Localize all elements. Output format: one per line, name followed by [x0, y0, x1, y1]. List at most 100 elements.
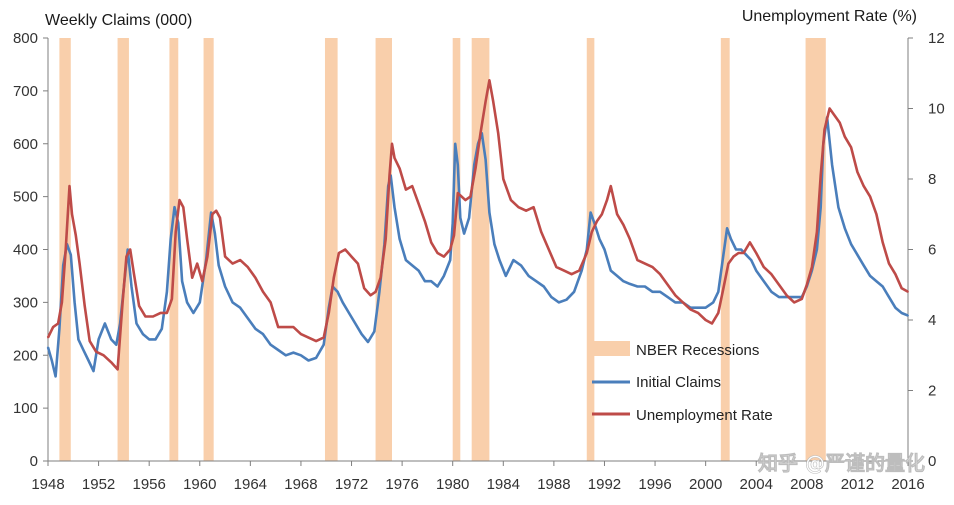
unemployment-rate-point [138, 305, 141, 307]
unemployment-rate-point [819, 174, 822, 177]
initial-claims-point [468, 216, 470, 219]
unemployment-rate-point [350, 255, 353, 258]
unemployment-rate-point [770, 273, 773, 276]
unemployment-rate-point [488, 79, 491, 82]
initial-claims-point [843, 227, 846, 230]
y-right-tick-label: 4 [928, 312, 936, 329]
initial-claims-point [417, 269, 420, 272]
unemployment-rate-point [563, 269, 565, 272]
initial-claims-point [92, 370, 95, 372]
unemployment-rate-point [484, 100, 487, 103]
y-left-tick-label: 800 [13, 30, 38, 47]
unemployment-rate-point [144, 315, 147, 318]
recession-band-7 [471, 38, 490, 461]
unemployment-rate-point [492, 100, 495, 103]
initial-claims-point [907, 314, 909, 317]
unemployment-rate-point [417, 202, 420, 205]
unemployment-rate-point [224, 255, 227, 258]
unemployment-rate-line [46, 79, 909, 371]
unemployment-rate-point [875, 213, 878, 216]
initial-claims-point [378, 290, 381, 293]
unemployment-rate-point [704, 319, 707, 321]
unemployment-rate-point [497, 132, 500, 135]
y-left-tick-label: 0 [30, 453, 38, 470]
unemployment-rate-point [262, 290, 264, 293]
initial-claims-point [47, 346, 49, 349]
initial-claims-point [862, 264, 865, 267]
initial-claims-point [598, 238, 601, 240]
initial-claims-point [674, 301, 677, 304]
initial-claims-point [411, 264, 414, 267]
x-tick-label: 2016 [891, 476, 924, 493]
unemployment-rate-point [862, 185, 865, 188]
initial-claims-point [217, 264, 220, 267]
unemployment-rate-point [800, 298, 803, 300]
initial-claims-point [148, 338, 151, 341]
unemployment-rate-point [823, 128, 826, 131]
unemployment-rate-point [277, 326, 280, 328]
x-tick-label: 1964 [234, 476, 267, 493]
unemployment-rate-point [52, 326, 54, 328]
unemployment-rate-point [843, 135, 846, 138]
unemployment-rate-point [424, 220, 426, 223]
unemployment-rate-point [651, 266, 654, 268]
unemployment-rate-point [762, 266, 765, 268]
initial-claims-point [512, 259, 515, 261]
x-tick-label: 2000 [689, 476, 722, 493]
x-tick-label: 1960 [183, 476, 216, 493]
unemployment-rate-point [601, 213, 603, 216]
initial-claims-point [542, 285, 545, 288]
initial-claims-point [869, 275, 871, 277]
initial-claims-point [565, 298, 568, 301]
y-left-tick-label: 200 [13, 347, 38, 364]
unemployment-rate-point [689, 308, 692, 311]
unemployment-rate-point [391, 142, 393, 145]
unemployment-rate-point [609, 185, 612, 188]
initial-claims-point [186, 301, 189, 304]
unemployment-rate-point [453, 234, 455, 237]
initial-claims-point [831, 164, 833, 166]
initial-claims-point [73, 301, 76, 304]
tick-labels: 1948 1952 1956 1960 1964 1968 1972 1976 1980 1984… [13, 30, 945, 493]
unemployment-rate-point [785, 294, 788, 297]
unemployment-rate-point [449, 248, 452, 251]
initial-claims-point [82, 349, 85, 351]
unemployment-rate-point [596, 220, 598, 223]
unemployment-rate-point [182, 206, 185, 209]
unemployment-rate-point [811, 266, 813, 268]
unemployment-rate-point [110, 361, 113, 364]
unemployment-rate-point [430, 241, 433, 244]
initial-claims-point [97, 338, 100, 341]
unemployment-rate-point [332, 276, 335, 279]
unemployment-rate-point [888, 262, 890, 265]
unemployment-rate-point [711, 322, 713, 325]
unemployment-rate-point [793, 301, 796, 304]
initial-claims-point [231, 301, 234, 304]
unemployment-rate-point [727, 262, 730, 265]
unemployment-rate-point [95, 350, 97, 353]
initial-claims-point [239, 306, 242, 309]
unemployment-rate-point [585, 252, 588, 254]
unemployment-rate-point [166, 312, 168, 314]
unemployment-rate-point [517, 206, 520, 209]
initial-claims-point [135, 322, 138, 325]
unemployment-rate-point [231, 262, 234, 265]
initial-claims-point [550, 296, 553, 298]
x-tick-label: 2008 [790, 476, 823, 493]
initial-claims-point [527, 275, 530, 277]
unemployment-rate-point [398, 167, 401, 170]
initial-claims-point [393, 206, 396, 209]
initial-claims-point [115, 343, 118, 346]
initial-claims-point [354, 322, 357, 325]
unemployment-rate-point [555, 266, 558, 268]
unemployment-rate-point [749, 241, 751, 244]
initial-claims-point [520, 264, 522, 267]
right-axis-title: Unemployment Rate (%) [742, 8, 917, 25]
initial-claims-point [110, 338, 113, 341]
initial-claims-point [58, 327, 61, 330]
initial-claims-point [173, 206, 176, 209]
unemployment-rate-point [201, 280, 204, 283]
unemployment-rate-point [443, 255, 445, 258]
unemployment-rate-point [57, 322, 59, 325]
